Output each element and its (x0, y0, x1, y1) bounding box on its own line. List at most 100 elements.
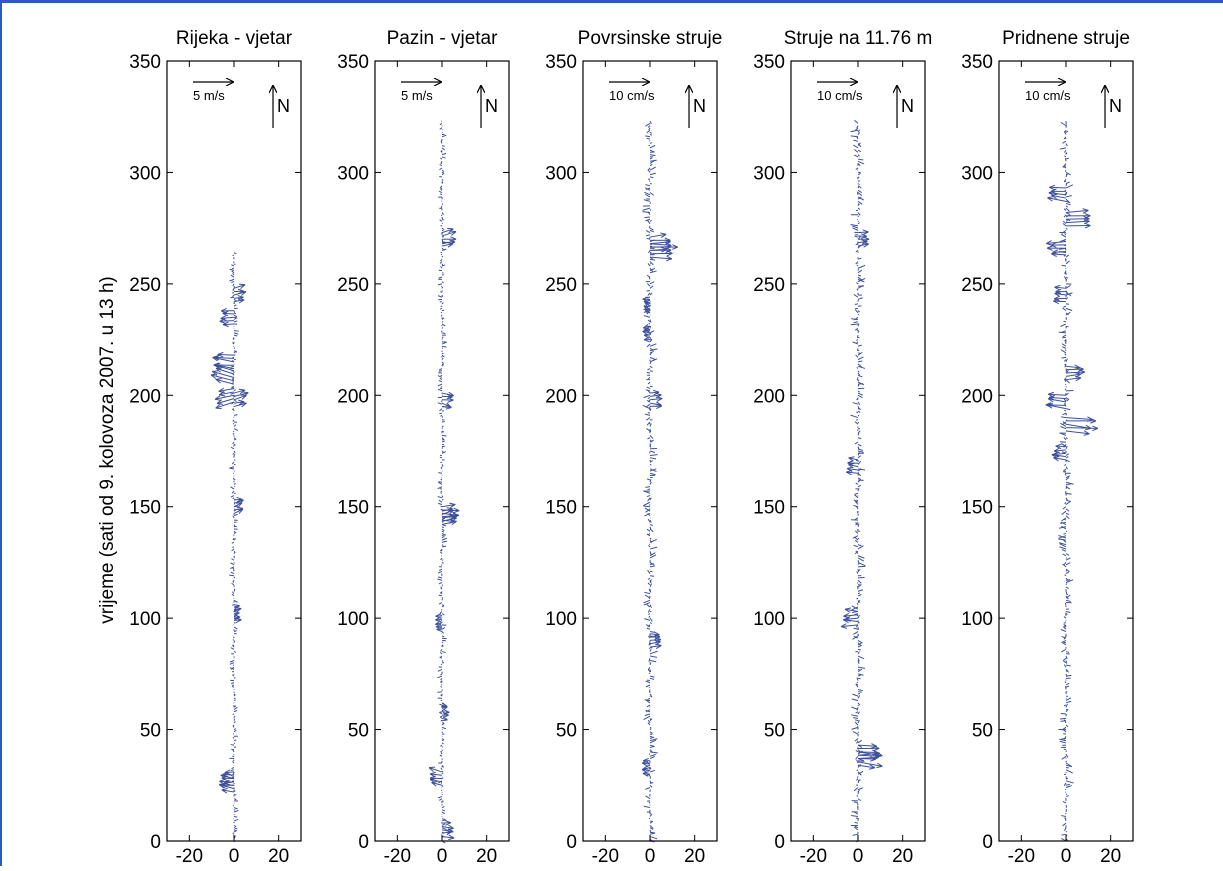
vector-arrow (234, 816, 237, 817)
vector-arrow (647, 604, 650, 607)
vector-arrow (858, 566, 865, 567)
vector-arrowhead (1083, 209, 1089, 211)
vector-arrow (851, 136, 858, 137)
vector-arrow (1061, 816, 1066, 817)
x-tick-label: 0 (1061, 846, 1072, 866)
vector-arrow (231, 683, 234, 684)
vector-arrow (858, 580, 861, 583)
vector-arrow (650, 830, 651, 833)
y-tick-label: 350 (129, 52, 161, 73)
vector-arrow (650, 718, 651, 719)
vector-arrowhead (447, 508, 453, 509)
vector-arrow (858, 422, 859, 423)
vector-arrow (1065, 682, 1066, 683)
vector-arrow (1060, 426, 1066, 428)
vector-arrow (647, 489, 650, 490)
vector-arrowhead (1047, 197, 1053, 198)
vector-arrow (440, 308, 442, 309)
vector-arrow (1058, 539, 1066, 540)
vector-arrow (442, 295, 443, 297)
vector-arrow (234, 623, 236, 624)
vector-arrow (1063, 413, 1066, 415)
vector-arrow (441, 790, 442, 791)
vector-arrow (1049, 187, 1066, 188)
vector-arrow (646, 390, 650, 391)
vector-arrow (232, 685, 234, 686)
vector-arrow (440, 493, 442, 494)
vector-arrow (650, 746, 655, 747)
vector-arrow (1066, 660, 1067, 663)
vector-arrow (858, 173, 861, 174)
vector-arrow (234, 641, 235, 643)
vector-arrow (858, 546, 863, 549)
vector-arrow (650, 623, 652, 624)
vector-arrow (1064, 749, 1066, 750)
vector-arrow (1064, 215, 1066, 217)
vector-arrow (234, 331, 239, 332)
y-tick-label: 150 (753, 498, 785, 519)
y-tick-label: 250 (337, 275, 369, 296)
panel-title: Pazin - vjetar (387, 28, 499, 49)
vector-arrow (647, 344, 650, 347)
vector-arrow (442, 416, 443, 417)
vector-arrowhead (1046, 243, 1052, 245)
vector-arrow (1064, 464, 1066, 465)
vector-arrow (441, 678, 442, 680)
vector-arrow (858, 391, 860, 392)
vector-arrow (1065, 472, 1066, 475)
vector-arrow (442, 358, 443, 360)
vector-arrow (441, 609, 442, 610)
vector-arrow (233, 498, 234, 499)
vector-arrow (442, 219, 444, 220)
vector-arrow (850, 224, 858, 225)
y-tick-label: 200 (961, 386, 993, 407)
vector-arrow (439, 277, 442, 278)
y-tick-label: 200 (753, 386, 785, 407)
vector-arrow (438, 384, 442, 386)
vector-arrow (1066, 554, 1069, 556)
vector-arrow (650, 770, 655, 772)
vector-arrowhead (841, 627, 847, 629)
vector-arrow (441, 591, 442, 593)
vector-arrow (648, 377, 650, 378)
vector-arrow (1066, 572, 1069, 574)
vector-arrow (856, 756, 858, 759)
vector-arrow (648, 126, 650, 128)
vector-arrow (232, 271, 234, 273)
vector-arrow (650, 271, 657, 273)
vector-arrowhead (237, 497, 243, 499)
vector-arrow (442, 531, 444, 532)
vector-arrow (857, 603, 858, 605)
vector-arrow (858, 395, 862, 397)
vector-arrow (1062, 347, 1066, 349)
vector-arrow (440, 158, 442, 159)
vector-arrow (1066, 509, 1069, 511)
vector-arrow (231, 770, 234, 771)
vector-arrow (440, 220, 442, 222)
vector-arrow (234, 808, 238, 809)
y-tick-label: 200 (545, 386, 577, 407)
vector-arrow (645, 714, 650, 715)
vector-arrow (1066, 704, 1067, 707)
vector-arrow (1065, 354, 1066, 356)
x-tick-label: -20 (384, 846, 411, 866)
vector-arrow (650, 458, 656, 459)
vector-arrow (442, 291, 443, 292)
y-tick-label: 150 (545, 498, 577, 519)
vector-arrow (856, 750, 858, 751)
vector-arrow (439, 582, 442, 583)
vector-arrow (649, 673, 650, 674)
vector-arrow (442, 217, 443, 219)
vector-arrow (1066, 570, 1067, 571)
vector-arrow (442, 628, 445, 630)
vector-arrow (232, 491, 234, 493)
vector-arrow (853, 140, 858, 141)
vector-arrow (650, 160, 657, 161)
vector-arrow (234, 333, 238, 334)
vector-arrow (856, 282, 858, 283)
vector-arrowhead (666, 259, 672, 261)
vector-arrow (857, 289, 858, 291)
x-tick-label: 20 (892, 846, 913, 866)
vector-arrow (853, 632, 858, 635)
